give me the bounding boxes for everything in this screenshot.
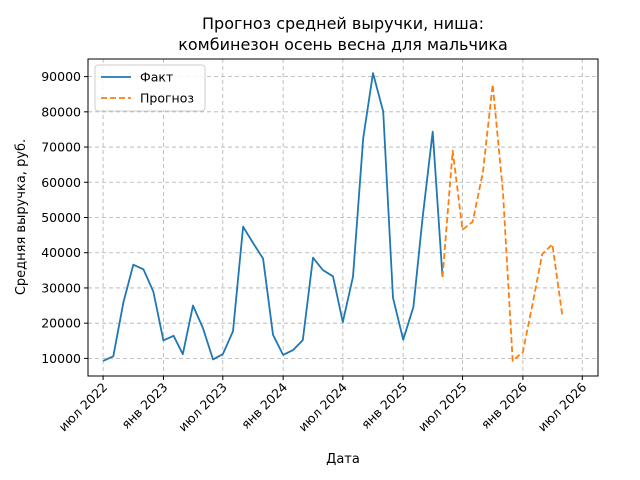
- chart-title-line-2: комбинезон осень весна для мальчика: [178, 35, 508, 54]
- y-tick-label: 40000: [41, 245, 81, 260]
- y-tick-label: 20000: [41, 316, 81, 331]
- y-tick-label: 70000: [41, 140, 81, 155]
- y-axis: 10000 20000 30000 40000 50000 60000 70000 80000…: [41, 69, 88, 366]
- y-tick-label: 60000: [41, 175, 81, 190]
- legend-label-forecast: Прогноз: [140, 91, 194, 106]
- chart-title-line-1: Прогноз средней выручки, ниша:: [202, 14, 484, 33]
- x-axis-label: Дата: [326, 452, 360, 467]
- series-lines: [102, 72, 564, 362]
- y-tick-label: 80000: [41, 104, 81, 119]
- legend: Факт Прогноз: [94, 64, 206, 112]
- y-tick-label: 30000: [41, 280, 81, 295]
- legend-label-fact: Факт: [140, 70, 173, 85]
- y-tick-label: 10000: [41, 351, 81, 366]
- forecast-line: [441, 83, 564, 362]
- y-tick-label: 90000: [41, 69, 81, 84]
- fact-line: [102, 72, 444, 362]
- y-axis-label: Средняя выручка, руб.: [14, 139, 29, 295]
- y-tick-label: 50000: [41, 210, 81, 225]
